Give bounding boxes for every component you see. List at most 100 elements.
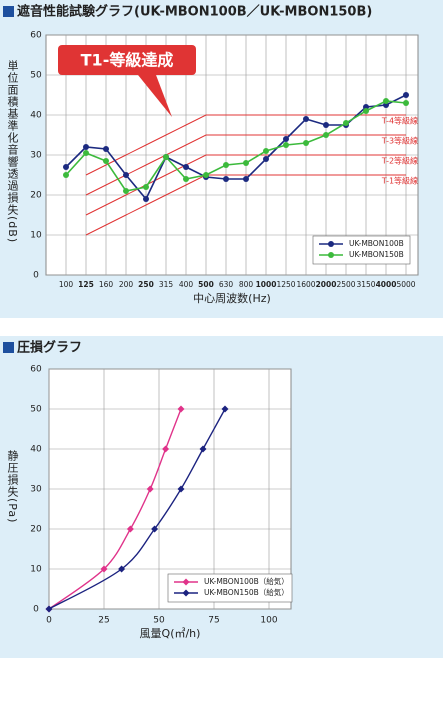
point [83,150,89,156]
reference-label: T-1等級線 [381,176,418,186]
y-tick-label: 40 [30,445,42,455]
point [143,184,149,190]
x-tick-label: 800 [239,280,254,289]
point [83,144,89,150]
x-tick-label: 2500 [336,280,355,289]
legend-marker [328,252,334,258]
annotation-box [58,45,196,75]
legend-marker [182,578,190,586]
point [199,445,207,453]
series-line [65,94,407,201]
point [45,605,53,613]
x-tick-label: 160 [99,280,114,289]
y-tick-label: 60 [30,365,42,375]
chart-title: 圧損グラフ [17,340,82,356]
point [221,405,229,413]
point [263,148,269,154]
legend-box [312,235,411,265]
point [403,92,409,98]
point [183,176,189,182]
y-tick-label: 30 [30,151,42,161]
point [177,405,185,413]
x-tick-label: 500 [198,280,214,289]
x-tick-label: 5000 [396,280,415,289]
y-tick-label: 50 [30,405,42,415]
x-tick-label: 2000 [316,280,337,289]
point [323,132,329,138]
point [126,525,134,533]
x-tick-label: 250 [138,280,154,289]
reference-label: T-4等級線 [381,116,418,126]
x-tick-label: 100 [59,280,74,289]
title-icon [3,342,14,353]
y-tick-label: 40 [30,111,42,121]
x-tick-label: 125 [78,280,94,289]
x-tick-label: 4000 [376,280,397,289]
y-tick-label: 0 [33,271,39,281]
annotation-text: T1-等級達成 [81,51,174,70]
x-tick-label: 1250 [276,280,295,289]
point [177,485,185,493]
title-icon [3,6,14,17]
reference-line [85,174,406,236]
legend-label: UK-MBON150B [349,250,404,259]
point [363,108,369,114]
point [343,120,349,126]
point [283,136,289,142]
y-tick-label: 20 [30,525,42,535]
y-tick-label: 30 [30,485,42,495]
y-tick-label: 50 [30,71,42,81]
series-line [48,408,182,610]
annotation-arrow [138,75,172,117]
x-tick-label: 25 [98,616,109,626]
x-tick-label: 50 [153,616,165,626]
reference-label: T-2等級線 [381,156,418,166]
point [123,172,129,178]
legend-marker [328,241,334,247]
point [103,146,109,152]
point [283,142,289,148]
point [203,172,209,178]
chart-title: 遮音性能試験グラフ(UK-MBON100B／UK-MBON150B) [17,4,372,20]
point [243,176,249,182]
annotation: T1-等級達成 [58,45,196,117]
point [403,100,409,106]
point [103,158,109,164]
y-axis-label: 静圧損失(Pa) [6,449,19,524]
y-tick-label: 10 [30,231,42,241]
legend-label: UK-MBON100B [349,239,404,248]
legend-label: UK-MBON100B（給気） [204,576,289,586]
point [163,154,169,160]
x-tick-label: 200 [119,280,134,289]
x-tick-label: 315 [159,280,174,289]
x-tick-label: 1000 [256,280,277,289]
point [223,162,229,168]
y-axis-label: 単位面積基準化音響透過損失(dB) [6,59,19,243]
x-tick-label: 400 [179,280,194,289]
x-tick-label: 75 [208,616,219,626]
legend-box [167,573,293,603]
point [100,565,108,573]
point [383,98,389,104]
point [303,140,309,146]
point [118,565,126,573]
x-tick-label: 1600 [296,280,315,289]
x-tick-label: 0 [46,616,52,626]
point [151,525,159,533]
x-tick-label: 100 [260,616,277,626]
y-tick-label: 0 [33,605,39,615]
point [303,116,309,122]
y-tick-label: 60 [30,31,42,41]
point [323,122,329,128]
point [162,445,170,453]
series-line [65,100,407,192]
reference-label: T-3等級線 [381,136,418,146]
point [263,156,269,162]
point [63,164,69,170]
legend-marker [182,589,190,597]
point [123,188,129,194]
point [143,196,149,202]
point [146,485,154,493]
